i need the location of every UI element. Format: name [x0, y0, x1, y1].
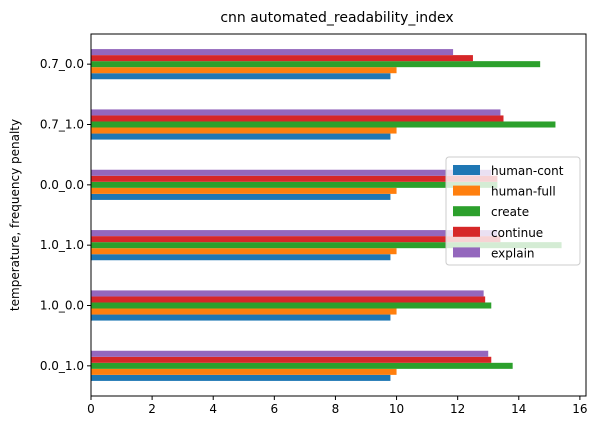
bar-explain-0.0_0.0 — [91, 169, 492, 176]
y-axis-label: temperature, frequency penalty — [8, 119, 22, 311]
bar-human-cont-1.0_0.0 — [91, 314, 391, 321]
x-tick-label: 2 — [148, 402, 156, 416]
bar-continue-0.0_1.0 — [91, 356, 492, 363]
y-tick-label: 1.0_0.0 — [40, 299, 84, 313]
x-tick-label: 8 — [332, 402, 340, 416]
bar-explain-1.0_1.0 — [91, 230, 498, 237]
bar-human-full-0.0_1.0 — [91, 368, 397, 375]
bar-continue-1.0_1.0 — [91, 236, 501, 243]
legend-swatch-continue — [453, 226, 480, 237]
x-tick-label: 10 — [389, 402, 404, 416]
bar-human-full-1.0_1.0 — [91, 248, 397, 255]
y-tick-label: 0.7_0.0 — [40, 57, 84, 71]
bar-continue-1.0_0.0 — [91, 296, 486, 303]
bar-explain-0.7_1.0 — [91, 109, 501, 116]
y-tick-label: 0.7_1.0 — [40, 118, 84, 132]
legend-label-continue: continue — [491, 226, 543, 240]
legend-swatch-human-full — [453, 185, 480, 196]
legend-label-human-cont: human-cont — [491, 164, 564, 178]
legend-label-create: create — [491, 205, 529, 219]
legend-swatch-explain — [453, 247, 480, 258]
plot-frame — [90, 33, 587, 397]
bar-continue-0.7_0.0 — [91, 55, 473, 62]
bar-human-full-1.0_0.0 — [91, 308, 397, 315]
bar-human-cont-0.0_0.0 — [91, 193, 391, 200]
y-tick-label: 0.0_1.0 — [40, 359, 84, 373]
bar-create-0.7_1.0 — [91, 121, 556, 128]
x-tick-label: 14 — [511, 402, 526, 416]
bar-human-full-0.7_1.0 — [91, 127, 397, 134]
bar-explain-0.0_1.0 — [91, 350, 489, 357]
bar-human-cont-1.0_1.0 — [91, 254, 391, 261]
bar-create-0.7_0.0 — [91, 61, 541, 68]
axes-layer: 0.0_1.0 1.0_0.0 1.0_1.0 0.0_0.0 0.7_1.0 0.7_0… — [40, 33, 588, 416]
bar-human-cont-0.7_0.0 — [91, 73, 391, 80]
legend-label-explain: explain — [491, 246, 535, 260]
x-tick-label: 6 — [271, 402, 279, 416]
x-tick-label: 0 — [87, 402, 95, 416]
bar-explain-0.7_0.0 — [91, 49, 454, 56]
legend-label-human-full: human-full — [491, 185, 556, 199]
bar-create-1.0_1.0 — [91, 242, 562, 249]
bar-create-0.0_0.0 — [91, 181, 498, 188]
bar-continue-0.7_1.0 — [91, 115, 504, 122]
bar-human-full-0.7_0.0 — [91, 67, 397, 74]
chart-title: cnn automated_readability_index — [220, 10, 453, 26]
y-tick-label: 1.0_1.0 — [40, 238, 84, 252]
x-tick-label: 12 — [450, 402, 465, 416]
bar-create-1.0_0.0 — [91, 302, 492, 309]
x-tick-label: 4 — [209, 402, 217, 416]
bar-explain-1.0_0.0 — [91, 290, 484, 297]
x-tick-label: 16 — [572, 402, 587, 416]
y-tick-label: 0.0_0.0 — [40, 178, 84, 192]
legend: human-cont human-full create continue explai… — [445, 156, 581, 266]
bar-human-cont-0.7_1.0 — [91, 133, 391, 140]
legend-swatch-human-cont — [453, 165, 480, 175]
bar-continue-0.0_0.0 — [91, 175, 498, 182]
bars-layer — [91, 49, 562, 381]
bar-create-0.0_1.0 — [91, 362, 513, 369]
legend-box — [445, 156, 581, 266]
bar-human-cont-0.0_1.0 — [91, 374, 391, 381]
bar-human-full-0.0_0.0 — [91, 187, 397, 194]
legend-swatch-create — [453, 206, 480, 217]
